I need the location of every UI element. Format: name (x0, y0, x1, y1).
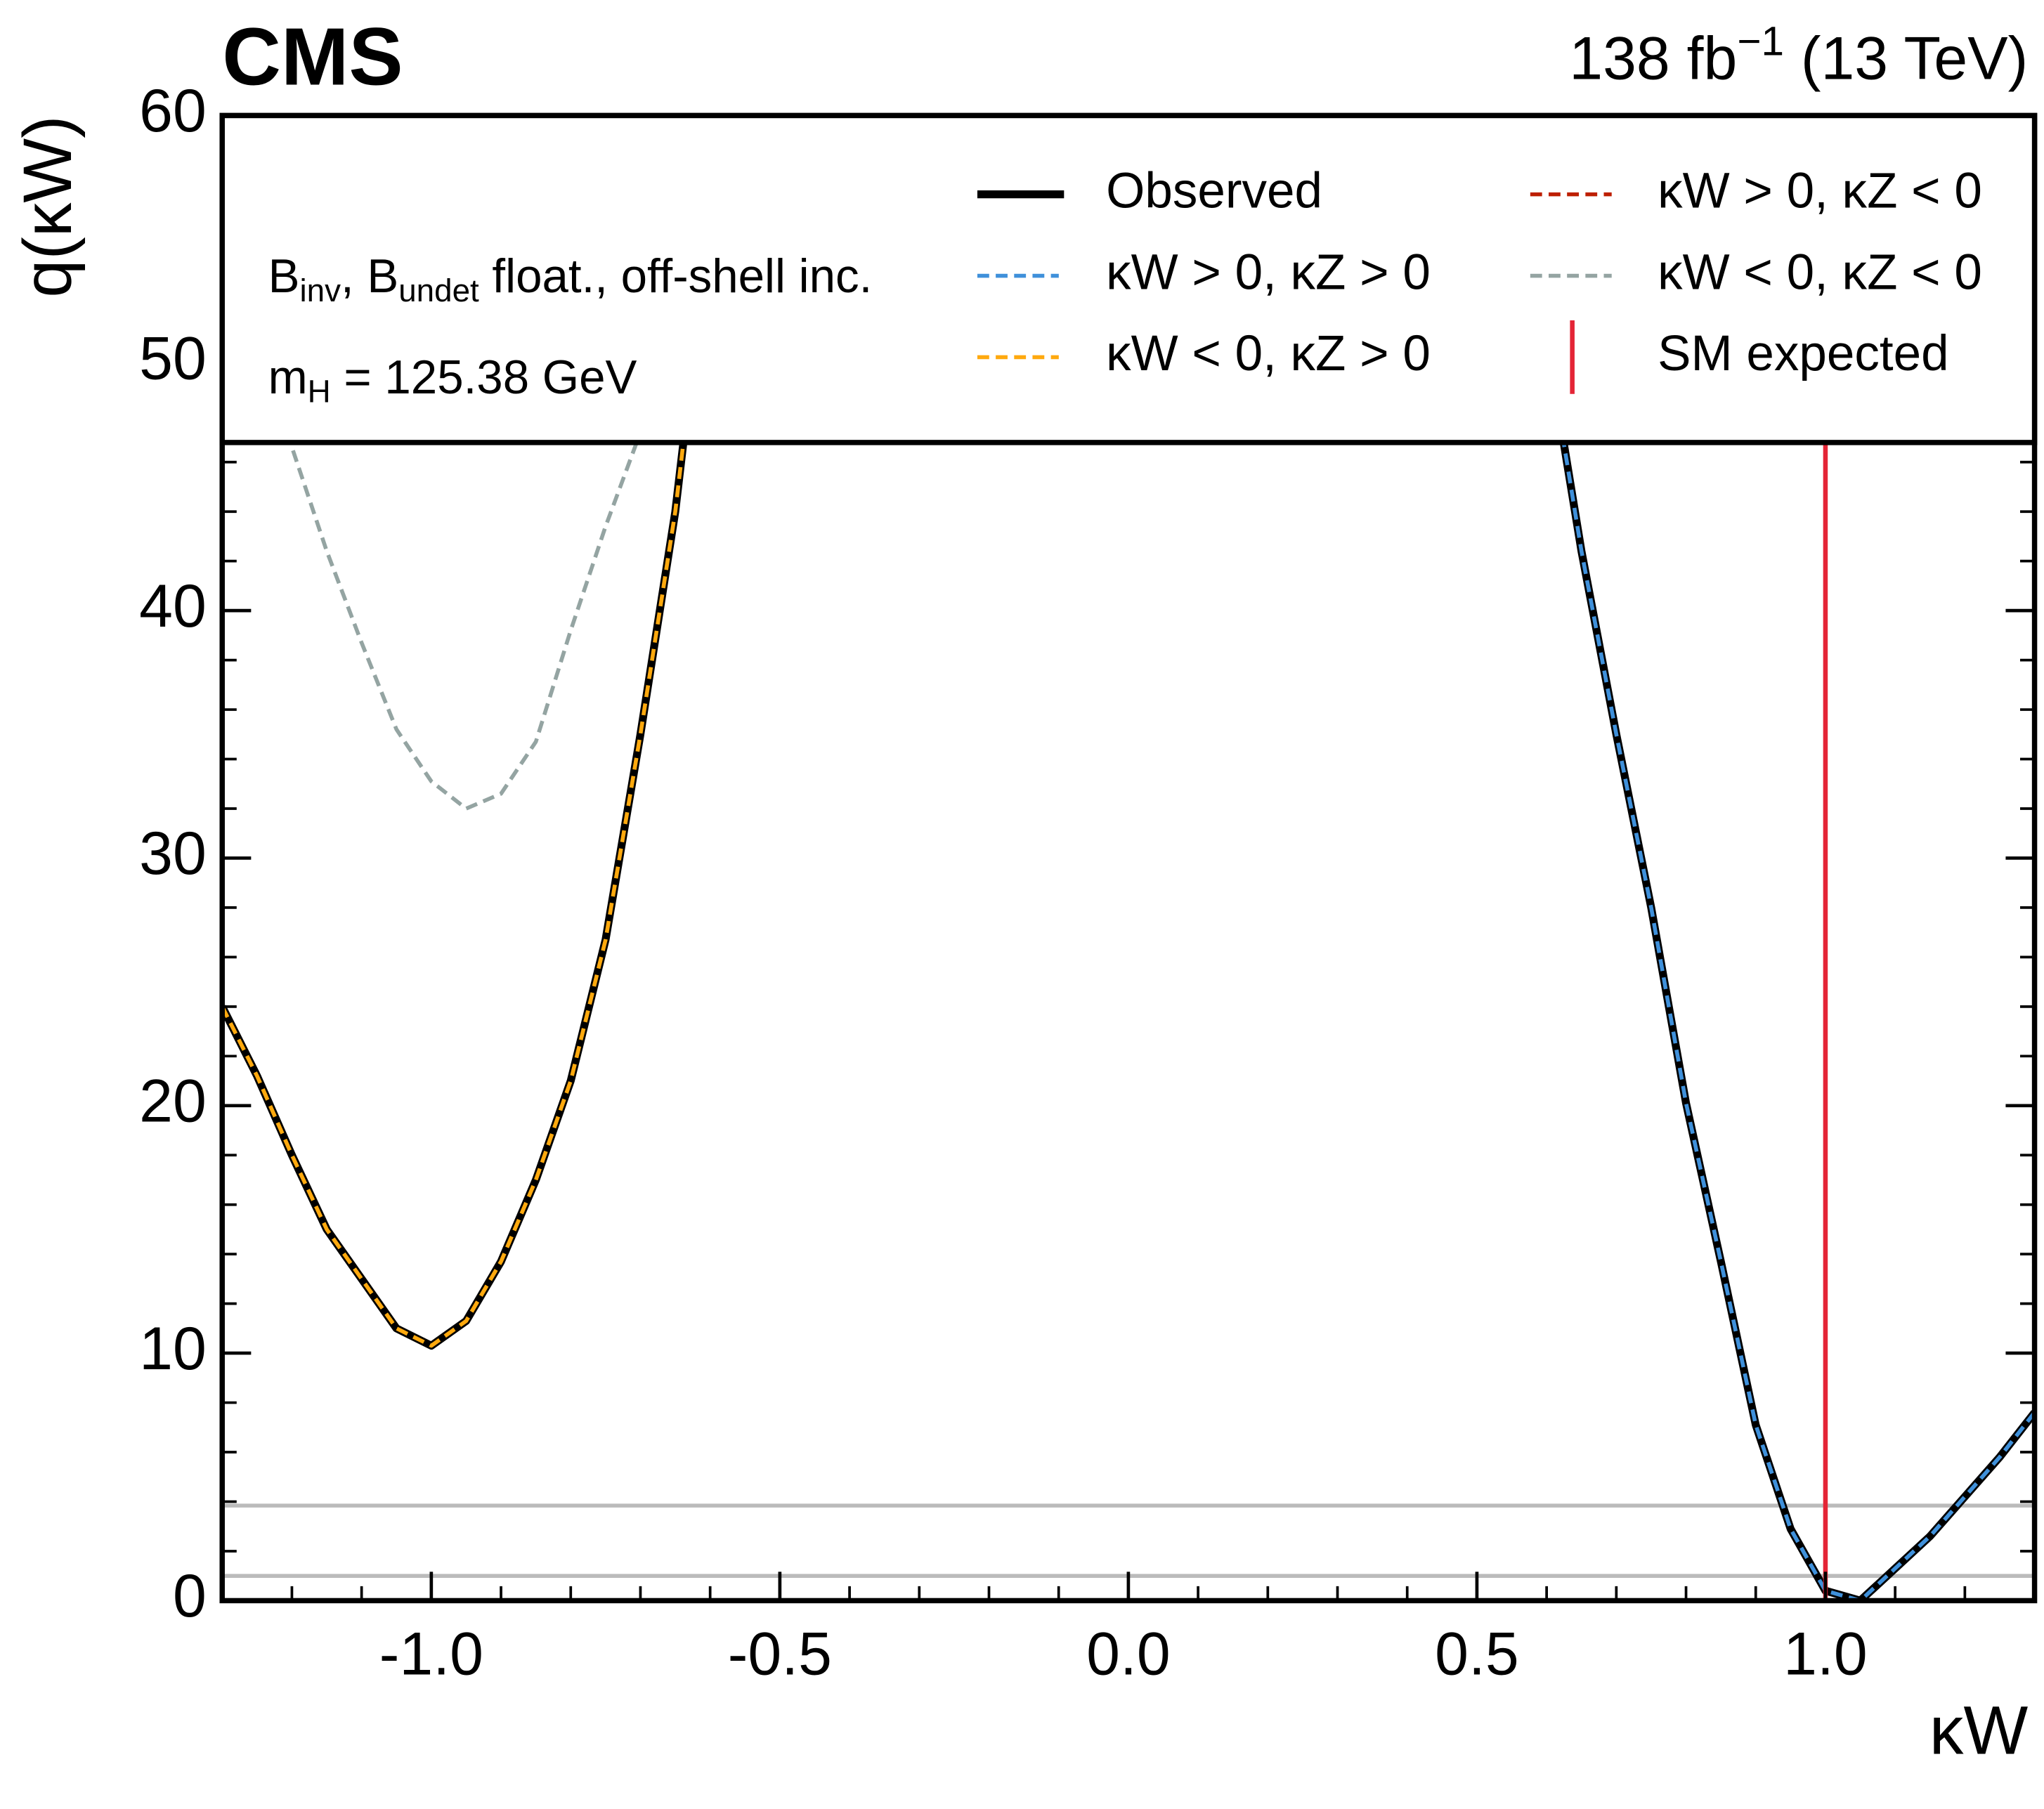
curve (222, 115, 712, 811)
y-tick-label: 50 (139, 325, 207, 393)
x-tick-label: 0.5 (1435, 1620, 1519, 1687)
text-part: , B (341, 250, 398, 303)
x-tick-label: -0.5 (728, 1620, 832, 1687)
legend-box (219, 112, 2038, 445)
experiment-label: CMS (222, 11, 403, 102)
y-tick-label: 0 (173, 1562, 207, 1630)
y-axis-label: q(κW) (9, 115, 86, 297)
legend-label: κW > 0, κZ < 0 (1658, 163, 1982, 218)
script-text: inv (300, 273, 341, 308)
curve (222, 115, 722, 1348)
text-part: B (268, 250, 300, 303)
script-text: −1 (1737, 19, 1784, 65)
x-axis-label: κW (1929, 1692, 2029, 1769)
legend-label: SM expected (1658, 326, 1948, 381)
script-text: undet (398, 273, 479, 308)
x-tick-label: 0.0 (1086, 1620, 1171, 1687)
x-tick-label: 1.0 (1783, 1620, 1868, 1687)
text-part: (13 TeV) (1784, 25, 2028, 92)
text-part: 138 fb (1569, 25, 1737, 92)
legend-label: Observed (1106, 163, 1322, 218)
text-part: m (268, 351, 308, 404)
x-tick-label: -1.0 (379, 1620, 483, 1687)
y-tick-label: 10 (139, 1315, 207, 1383)
script-text: H (308, 374, 331, 410)
legend-label: κW > 0, κZ > 0 (1106, 244, 1431, 300)
legend-label: κW < 0, κZ < 0 (1658, 244, 1982, 300)
annotation: mH = 125.38 GeV (268, 351, 637, 410)
text-part: = 125.38 GeV (331, 351, 637, 404)
annotation: 138 fb−1 (13 TeV) (1569, 19, 2028, 92)
y-tick-label: 60 (139, 77, 207, 145)
plot-clip (222, 115, 2035, 1601)
text-part: float., off-shell inc. (479, 250, 873, 303)
curve (1528, 115, 2035, 1601)
legend-label: κW < 0, κZ > 0 (1106, 326, 1431, 381)
y-tick-label: 40 (139, 573, 207, 640)
y-tick-label: 20 (139, 1067, 207, 1135)
y-tick-label: 30 (139, 820, 207, 887)
annotation: Binv, Bundet float., off-shell inc. (268, 250, 873, 308)
